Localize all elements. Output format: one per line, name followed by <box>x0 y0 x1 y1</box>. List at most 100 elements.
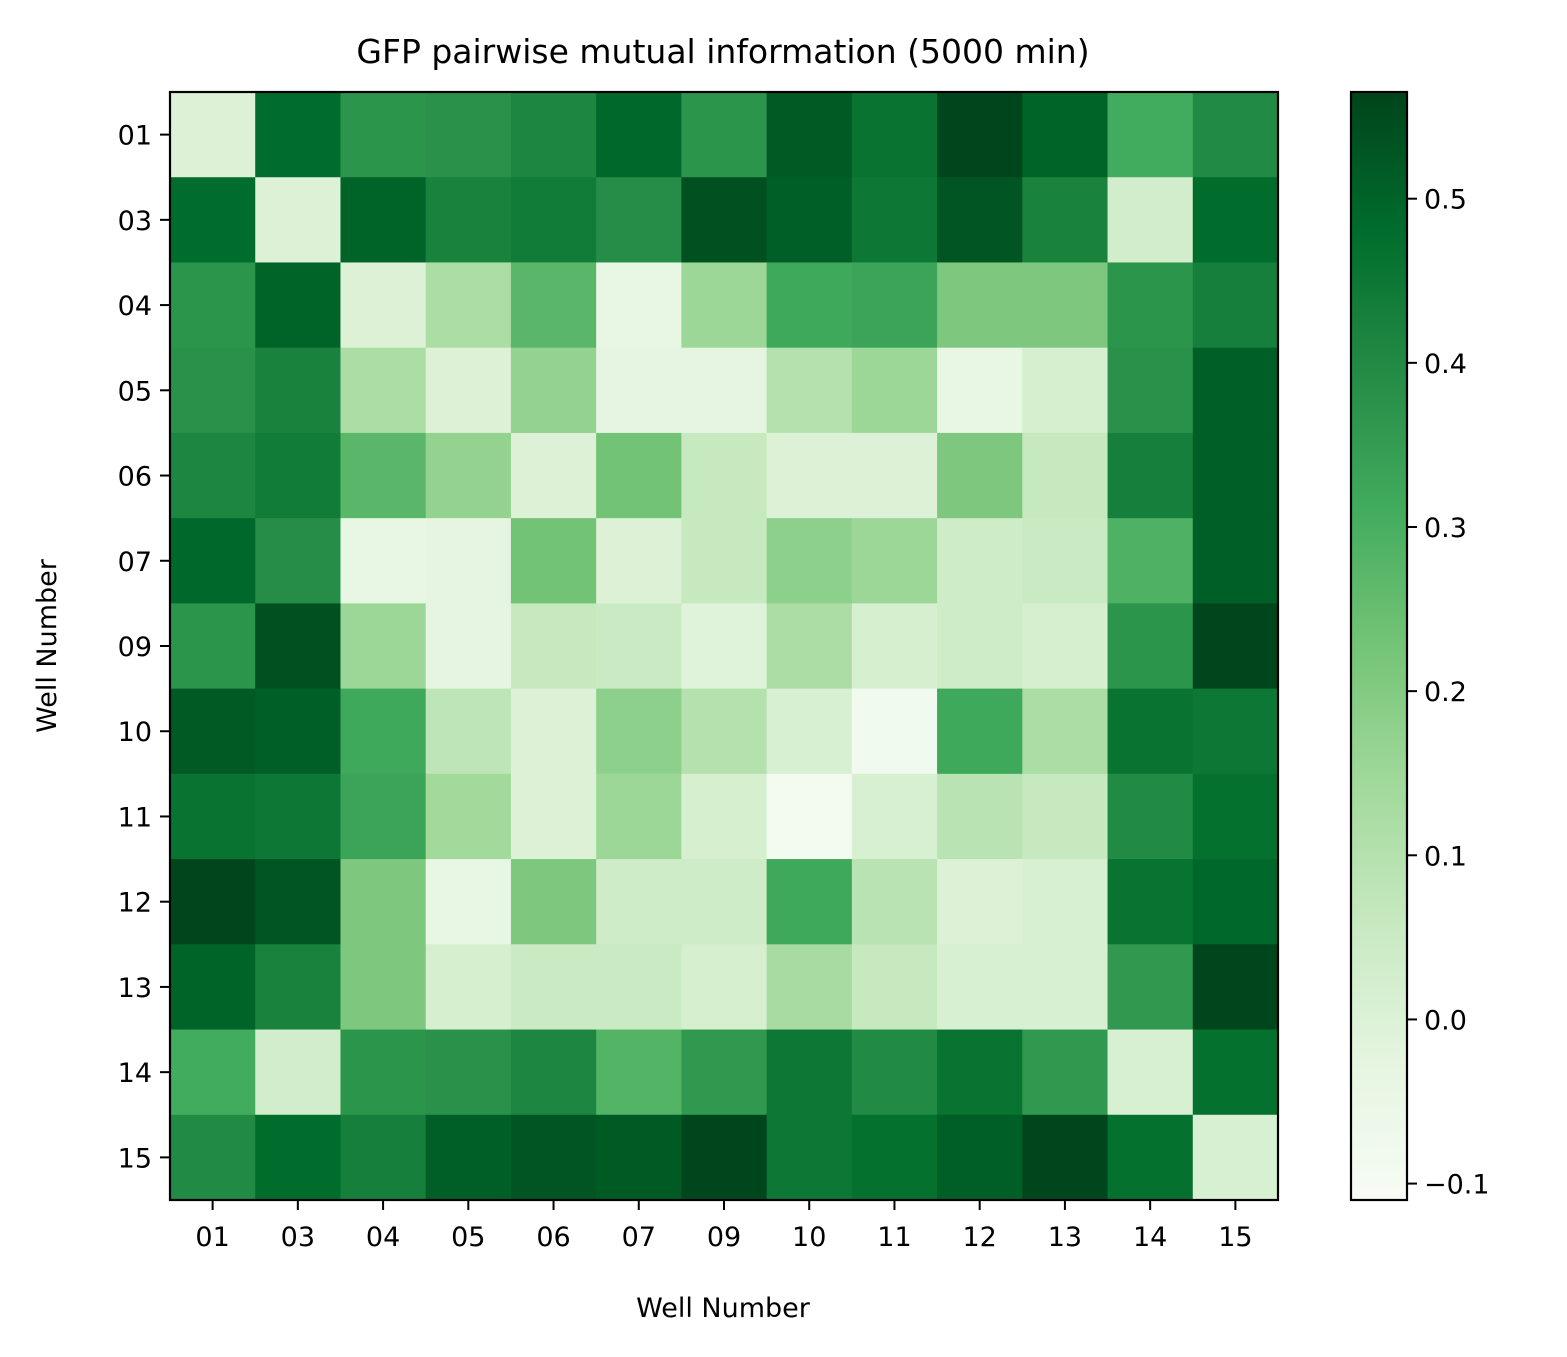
heatmap-cell <box>681 1029 768 1116</box>
heatmap-cell <box>766 262 853 349</box>
heatmap-cell <box>510 1029 597 1116</box>
heatmap-cell <box>1107 432 1194 519</box>
heatmap-cell <box>596 518 682 604</box>
heatmap-cell <box>1022 432 1109 519</box>
heatmap-cell <box>1022 262 1109 349</box>
colorbar-ticks: 0.5 0.4 0.3 0.2 0.1 0.0 −0.1 <box>1407 185 1490 1201</box>
heatmap-cell <box>510 177 597 264</box>
heatmap-cell <box>596 773 682 860</box>
y-axis-label: Well Number <box>32 558 63 733</box>
colorbar-tick-label: 0.5 <box>1424 185 1467 216</box>
heatmap-cell <box>1022 518 1109 604</box>
heatmap-cell <box>170 92 256 178</box>
heatmap-cell <box>851 1029 938 1116</box>
heatmap-cell <box>1022 1029 1109 1116</box>
heatmap-cell <box>255 688 342 775</box>
heatmap-cell <box>937 432 1023 519</box>
heatmap-cell <box>681 773 768 860</box>
heatmap-cell <box>851 432 938 519</box>
heatmap-cell <box>510 1114 597 1201</box>
heatmap-cell <box>1022 347 1109 434</box>
heatmap-cell <box>1192 92 1279 178</box>
y-tick-label: 11 <box>118 802 152 833</box>
heatmap-cell <box>170 773 256 860</box>
heatmap-cell <box>340 518 427 604</box>
heatmap-cell <box>340 1029 427 1116</box>
x-tick-label: 11 <box>877 1222 911 1253</box>
y-tick-label: 10 <box>118 717 152 748</box>
heatmap-cell <box>1192 1029 1279 1116</box>
heatmap-cell <box>510 518 597 604</box>
heatmap-cell <box>425 262 512 349</box>
heatmap-cell <box>255 944 342 1031</box>
heatmap-cell <box>340 1114 427 1201</box>
heatmap-cell <box>170 347 256 434</box>
heatmap-cell <box>596 432 682 519</box>
heatmap-cell <box>255 262 342 349</box>
y-tick-label: 09 <box>118 632 152 663</box>
heatmap-cell <box>425 603 512 690</box>
heatmap-cell <box>1107 92 1194 178</box>
heatmap-cell <box>510 688 597 775</box>
chart-title: GFP pairwise mutual information (5000 mi… <box>356 32 1089 71</box>
x-tick-label: 15 <box>1218 1222 1252 1253</box>
heatmap-cell <box>851 773 938 860</box>
heatmap-cell <box>937 177 1023 264</box>
heatmap-cell <box>596 688 682 775</box>
heatmap-cell <box>1192 432 1279 519</box>
heatmap-cell <box>255 859 342 945</box>
heatmap-cell <box>1107 518 1194 604</box>
heatmap-cell <box>255 773 342 860</box>
heatmap-cell <box>170 1029 256 1116</box>
heatmap-cell <box>851 518 938 604</box>
heatmap-cell <box>681 432 768 519</box>
heatmap-cell <box>1192 773 1279 860</box>
heatmap-cell <box>766 177 853 264</box>
x-tick-label: 07 <box>622 1222 656 1253</box>
heatmap-cell <box>766 1029 853 1116</box>
heatmap-cell <box>340 177 427 264</box>
heatmap-cell <box>1022 92 1109 178</box>
heatmap-cell <box>681 603 768 690</box>
x-tick-label: 06 <box>536 1222 570 1253</box>
heatmap-cell <box>425 859 512 945</box>
heatmap-cell <box>937 92 1023 178</box>
heatmap-cell <box>425 688 512 775</box>
heatmap-cell <box>1192 1114 1279 1201</box>
heatmap-cell <box>340 262 427 349</box>
colorbar-tick-label: 0.1 <box>1424 841 1467 872</box>
heatmap-cell <box>340 859 427 945</box>
heatmap-cell <box>851 262 938 349</box>
heatmap-cell <box>937 603 1023 690</box>
heatmap-cell <box>510 603 597 690</box>
heatmap-cell <box>1192 177 1279 264</box>
heatmap-cell <box>340 603 427 690</box>
y-axis-ticks: 01 03 04 05 06 07 09 10 11 12 13 14 15 <box>118 121 170 1174</box>
heatmap-cell <box>1107 944 1194 1031</box>
heatmap-cell <box>1192 859 1279 945</box>
heatmap-cell <box>766 518 853 604</box>
heatmap-cell <box>340 92 427 178</box>
heatmap-cell <box>1192 944 1279 1031</box>
colorbar-tick-label: 0.2 <box>1424 677 1467 708</box>
y-tick-label: 05 <box>118 376 152 407</box>
colorbar-tick-label: 0.0 <box>1424 1005 1467 1036</box>
heatmap-cell <box>681 92 768 178</box>
heatmap-cell <box>1107 773 1194 860</box>
heatmap-cell <box>1107 1114 1194 1201</box>
heatmap-cell <box>1192 262 1279 349</box>
heatmap-cell <box>851 859 938 945</box>
heatmap-cell <box>1022 177 1109 264</box>
heatmap-cell <box>851 1114 938 1201</box>
heatmap-cell <box>596 1114 682 1201</box>
colorbar-tick-label: 0.4 <box>1424 349 1467 380</box>
heatmap-cell <box>937 262 1023 349</box>
heatmap-cell <box>170 432 256 519</box>
heatmap-cell <box>1107 1029 1194 1116</box>
heatmap-cell <box>851 603 938 690</box>
heatmap-cell <box>596 944 682 1031</box>
x-tick-label: 13 <box>1048 1222 1082 1253</box>
x-tick-label: 09 <box>707 1222 741 1253</box>
heatmap-cell <box>170 1114 256 1201</box>
